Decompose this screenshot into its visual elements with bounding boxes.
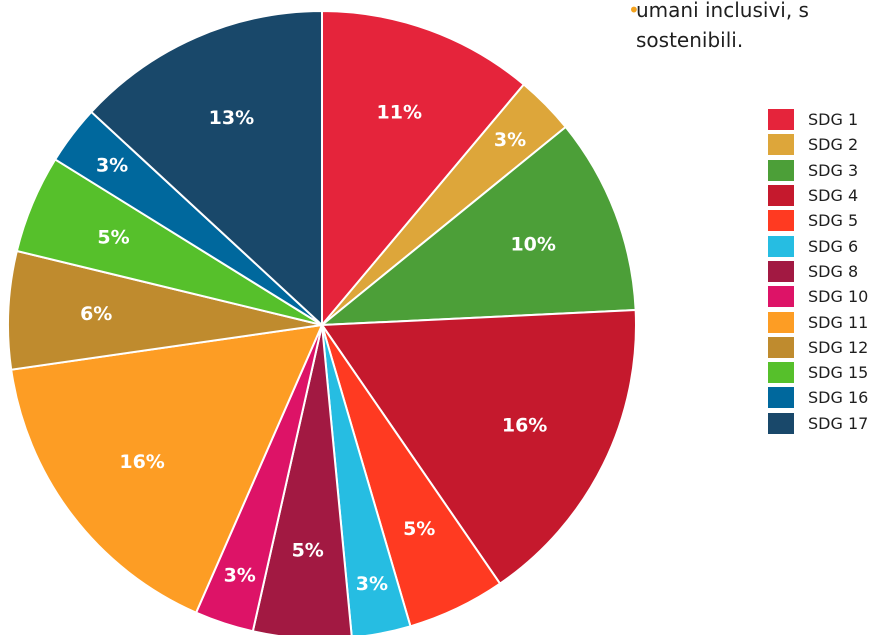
slice-sdg-17 [89, 9, 323, 328]
legend-label-sdg-4: SDG 4 [808, 186, 859, 206]
legend-label-sdg-17: SDG 17 [808, 413, 869, 433]
chart-legend: SDG 1 SDG 2 SDG 3 SDG 4 SDG 5 SDG 6 SDG 8 SDG 1… [768, 107, 868, 436]
intro-text-line-2: sostenibili. [636, 28, 744, 52]
legend-swatch-sdg-11 [768, 311, 794, 333]
legend-swatch-sdg-6 [768, 235, 794, 257]
legend-item-sdg-10: SDG 10 [768, 284, 868, 309]
legend-label-sdg-15: SDG 15 [808, 363, 869, 383]
legend-label-sdg-12: SDG 12 [808, 337, 869, 357]
legend-item-sdg-17: SDG 17 [768, 411, 868, 436]
legend-label-sdg-5: SDG 5 [808, 211, 859, 231]
slice-label-sdg-10: 3% [224, 565, 256, 587]
slice-label-sdg-12: 6% [80, 303, 112, 325]
slice-label-sdg-4: 16% [502, 414, 547, 436]
legend-label-sdg-3: SDG 3 [808, 160, 859, 180]
legend-item-sdg-15: SDG 15 [768, 360, 868, 385]
legend-item-sdg-11: SDG 11 [768, 309, 868, 334]
slice-label-sdg-15: 5% [97, 227, 129, 249]
slice-sdg-12 [7, 249, 323, 371]
slice-sdg-11 [10, 323, 324, 614]
intro-text-line-1: umani inclusivi, s [636, 0, 809, 22]
legend-swatch-sdg-8 [768, 260, 794, 282]
legend-item-sdg-16: SDG 16 [768, 385, 868, 410]
legend-item-sdg-3: SDG 3 [768, 158, 868, 183]
legend-item-sdg-8: SDG 8 [768, 259, 868, 284]
pie-slice-labels: 11% 3% 10% 16% 5% 3% 5% 3% 16% 6% 5% 3% 13% [80, 102, 556, 595]
slice-label-sdg-5: 5% [403, 518, 435, 540]
slice-label-sdg-16: 3% [96, 154, 128, 176]
slice-label-sdg-8: 5% [292, 540, 324, 562]
legend-swatch-sdg-10 [768, 286, 794, 308]
bullet-icon: • [628, 0, 640, 22]
legend-item-sdg-5: SDG 5 [768, 208, 868, 233]
intro-text: • umani inclusivi, s sostenibili. [628, 0, 809, 55]
slice-label-sdg-6: 3% [356, 573, 388, 595]
legend-swatch-sdg-2 [768, 134, 794, 156]
legend-item-sdg-1: SDG 1 [768, 107, 868, 132]
legend-swatch-sdg-1 [768, 109, 794, 131]
legend-swatch-sdg-17 [768, 412, 794, 434]
legend-swatch-sdg-16 [768, 387, 794, 409]
legend-label-sdg-1: SDG 1 [808, 110, 859, 130]
slice-label-sdg-3: 10% [510, 233, 555, 255]
slice-label-sdg-1: 11% [377, 102, 422, 124]
slice-label-sdg-11: 16% [119, 451, 164, 473]
legend-label-sdg-11: SDG 11 [808, 312, 869, 332]
legend-label-sdg-2: SDG 2 [808, 135, 859, 155]
pie-slices [7, 9, 637, 635]
legend-swatch-sdg-12 [768, 336, 794, 358]
legend-swatch-sdg-4 [768, 185, 794, 207]
legend-item-sdg-12: SDG 12 [768, 335, 868, 360]
legend-label-sdg-10: SDG 10 [808, 287, 869, 307]
legend-item-sdg-4: SDG 4 [768, 183, 868, 208]
slice-sdg-3 [319, 125, 637, 327]
slice-sdg-4 [320, 309, 637, 586]
legend-swatch-sdg-5 [768, 210, 794, 232]
slice-sdg-1 [321, 9, 526, 328]
legend-swatch-sdg-15 [768, 362, 794, 384]
legend-label-sdg-16: SDG 16 [808, 388, 869, 408]
legend-item-sdg-6: SDG 6 [768, 233, 868, 258]
legend-item-sdg-2: SDG 2 [768, 132, 868, 157]
slice-sdg-6 [321, 324, 412, 635]
legend-label-sdg-6: SDG 6 [808, 236, 859, 256]
legend-swatch-sdg-3 [768, 159, 794, 181]
slice-label-sdg-2: 3% [494, 129, 526, 151]
legend-label-sdg-8: SDG 8 [808, 261, 859, 281]
slice-label-sdg-17: 13% [209, 107, 254, 129]
